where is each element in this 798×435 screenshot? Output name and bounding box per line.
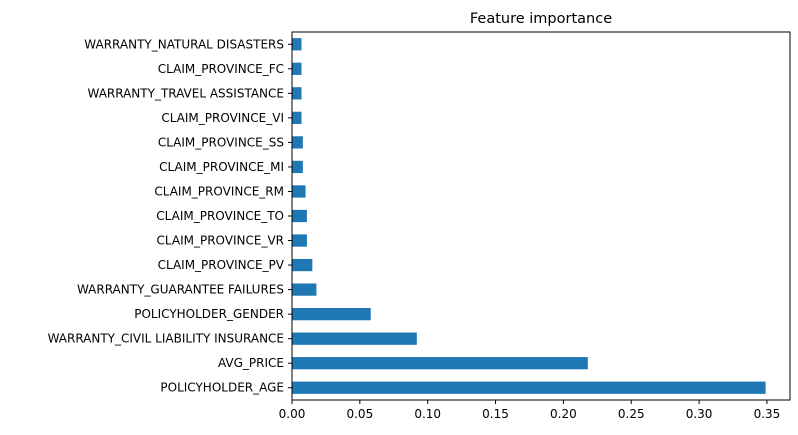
- y-tick-label: CLAIM_PROVINCE_MI: [159, 160, 284, 174]
- x-tick-label: 0.25: [618, 407, 645, 421]
- bar-warranty-natural-disasters: [292, 38, 302, 51]
- bars-group: [292, 38, 766, 394]
- bar-warranty-civil-liability-insurance: [292, 332, 417, 345]
- x-tick-label: 0.20: [550, 407, 577, 421]
- axes-group: [288, 31, 791, 404]
- x-tick-label: 0.10: [414, 407, 441, 421]
- bar-policyholder-gender: [292, 308, 371, 321]
- y-tick-label: WARRANTY_NATURAL DISASTERS: [84, 37, 284, 51]
- y-tick-label: AVG_PRICE: [218, 356, 284, 370]
- bar-claim-province-pv: [292, 258, 313, 272]
- y-tick-label: POLICYHOLDER_GENDER: [134, 307, 284, 321]
- bar-claim-province-rm: [292, 185, 306, 198]
- x-tick-label: 0.05: [346, 407, 373, 421]
- bar-claim-province-ss: [292, 136, 303, 149]
- y-tick-label: CLAIM_PROVINCE_VI: [161, 111, 284, 125]
- y-tick-label: WARRANTY_GUARANTEE FAILURES: [77, 283, 284, 297]
- x-tick-label: 0.30: [686, 407, 713, 421]
- y-tick-labels: POLICYHOLDER_AGE AVG_PRICE WARRANTY_CIVIL …: [48, 37, 285, 394]
- x-tick-label: 0.15: [482, 407, 509, 421]
- x-tick-labels: 0.00 0.05 0.10 0.15 0.20 0.25 0.30 0.35: [279, 407, 781, 421]
- y-tick-label: CLAIM_PROVINCE_SS: [158, 135, 284, 149]
- bar-warranty-guarantee-failures: [292, 283, 317, 296]
- y-tick-label: CLAIM_PROVINCE_TO: [156, 209, 284, 223]
- bar-claim-province-vr: [292, 234, 307, 247]
- x-tick-label: 0.35: [754, 407, 781, 421]
- bar-policyholder-age: [292, 381, 766, 394]
- bar-warranty-travel-assistance: [292, 87, 302, 100]
- y-tick-label: CLAIM_PROVINCE_VR: [157, 234, 284, 248]
- bar-avg-price: [292, 357, 588, 370]
- y-tick-label: WARRANTY_CIVIL LIABILITY INSURANCE: [48, 332, 284, 346]
- y-tick-label: CLAIM_PROVINCE_FC: [158, 62, 284, 76]
- bar-claim-province-fc: [292, 62, 302, 75]
- x-tick-label: 0.00: [279, 407, 306, 421]
- y-tick-label: WARRANTY_TRAVEL ASSISTANCE: [87, 86, 284, 100]
- chart-title: Feature importance: [470, 11, 612, 27]
- y-tick-label: CLAIM_PROVINCE_PV: [158, 258, 285, 272]
- plot-frame: [291, 31, 791, 401]
- bar-claim-province-mi: [292, 160, 303, 174]
- y-tick-label: POLICYHOLDER_AGE: [160, 381, 284, 395]
- bar-claim-province-vi: [292, 111, 302, 124]
- y-tick-label: CLAIM_PROVINCE_RM: [154, 184, 284, 198]
- bar-claim-province-to: [292, 209, 307, 223]
